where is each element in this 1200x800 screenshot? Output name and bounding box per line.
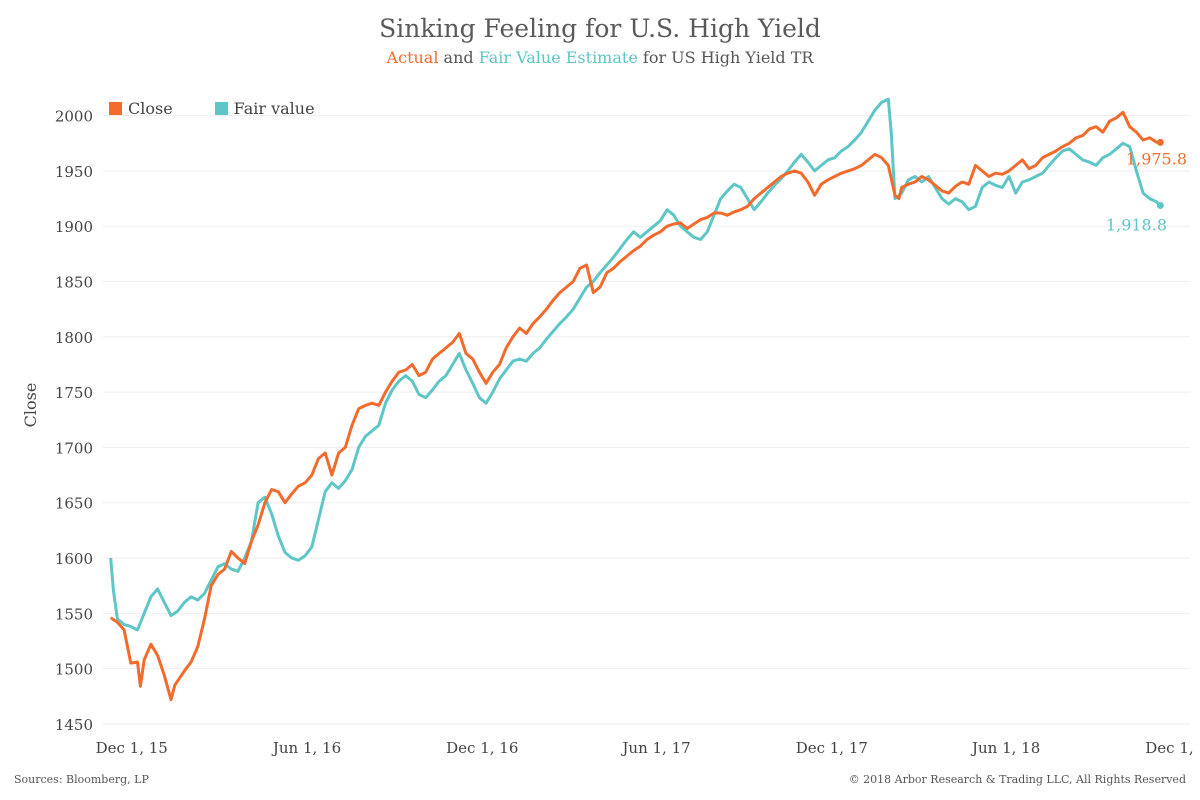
legend-swatch-fair-value xyxy=(214,102,228,115)
y-tick-label: 1500 xyxy=(55,661,93,679)
x-tick-label: Dec 1, 18 xyxy=(1145,739,1200,757)
legend: Close Fair value xyxy=(109,99,315,118)
series-lines xyxy=(109,97,1164,702)
legend-item-fair-value[interactable]: Fair value xyxy=(214,99,315,118)
y-tick-label: 1700 xyxy=(55,439,93,457)
end-label-fair-value: 1,918.8 xyxy=(1106,215,1167,234)
y-tick-label: 1850 xyxy=(55,274,93,292)
end-point-close xyxy=(1156,138,1164,146)
end-point-fair-value xyxy=(1156,201,1164,209)
subtitle-and: and xyxy=(443,48,474,67)
end-labels: 1,975.8 1,918.8 xyxy=(1106,149,1187,234)
y-tick-label: 1450 xyxy=(55,716,93,734)
y-tick-label: 2000 xyxy=(55,108,93,126)
x-tick-label: Jun 1, 16 xyxy=(271,739,341,757)
y-tick-label: 1600 xyxy=(55,550,93,568)
legend-item-close[interactable]: Close xyxy=(109,99,173,118)
y-tick-label: 1750 xyxy=(55,384,93,402)
x-tick-label: Dec 1, 16 xyxy=(446,739,518,757)
x-tick-label: Dec 1, 15 xyxy=(96,739,168,757)
subtitle-rest: for US High Yield TR xyxy=(642,48,814,67)
end-label-close: 1,975.8 xyxy=(1126,149,1187,168)
grid-lines xyxy=(103,115,1190,725)
legend-label-close: Close xyxy=(128,99,173,118)
y-tick-label: 1650 xyxy=(55,495,93,513)
y-axis-label: Close xyxy=(21,383,40,428)
legend-label-fair-value: Fair value xyxy=(233,99,315,118)
y-tick-label: 1550 xyxy=(55,605,93,623)
y-axis-ticks: 1450 1500 1550 1600 1650 1700 1750 1800 1850 1900… xyxy=(55,108,93,734)
y-tick-label: 1900 xyxy=(55,218,93,236)
series-line-fair-value xyxy=(109,97,1162,632)
y-tick-label: 1950 xyxy=(55,163,93,181)
chart-subtitle: Actual and Fair Value Estimate for US Hi… xyxy=(0,48,1200,67)
subtitle-actual: Actual xyxy=(386,48,439,67)
y-tick-label: 1800 xyxy=(55,329,93,347)
x-axis-ticks: Dec 1, 15 Jun 1, 16 Dec 1, 16 Jun 1, 17 Dec … xyxy=(96,739,1200,757)
x-tick-label: Dec 1, 17 xyxy=(796,739,868,757)
x-tick-label: Jun 1, 17 xyxy=(620,739,690,757)
series-line-close xyxy=(109,110,1161,702)
subtitle-fair: Fair Value Estimate xyxy=(478,48,638,67)
footer-copyright: © 2018 Arbor Research & Trading LLC, All… xyxy=(848,773,1186,786)
x-tick-label: Jun 1, 18 xyxy=(970,739,1040,757)
legend-swatch-close xyxy=(109,102,122,115)
footer-source: Sources: Bloomberg, LP xyxy=(14,773,149,786)
chart-title: Sinking Feeling for U.S. High Yield xyxy=(379,14,821,43)
